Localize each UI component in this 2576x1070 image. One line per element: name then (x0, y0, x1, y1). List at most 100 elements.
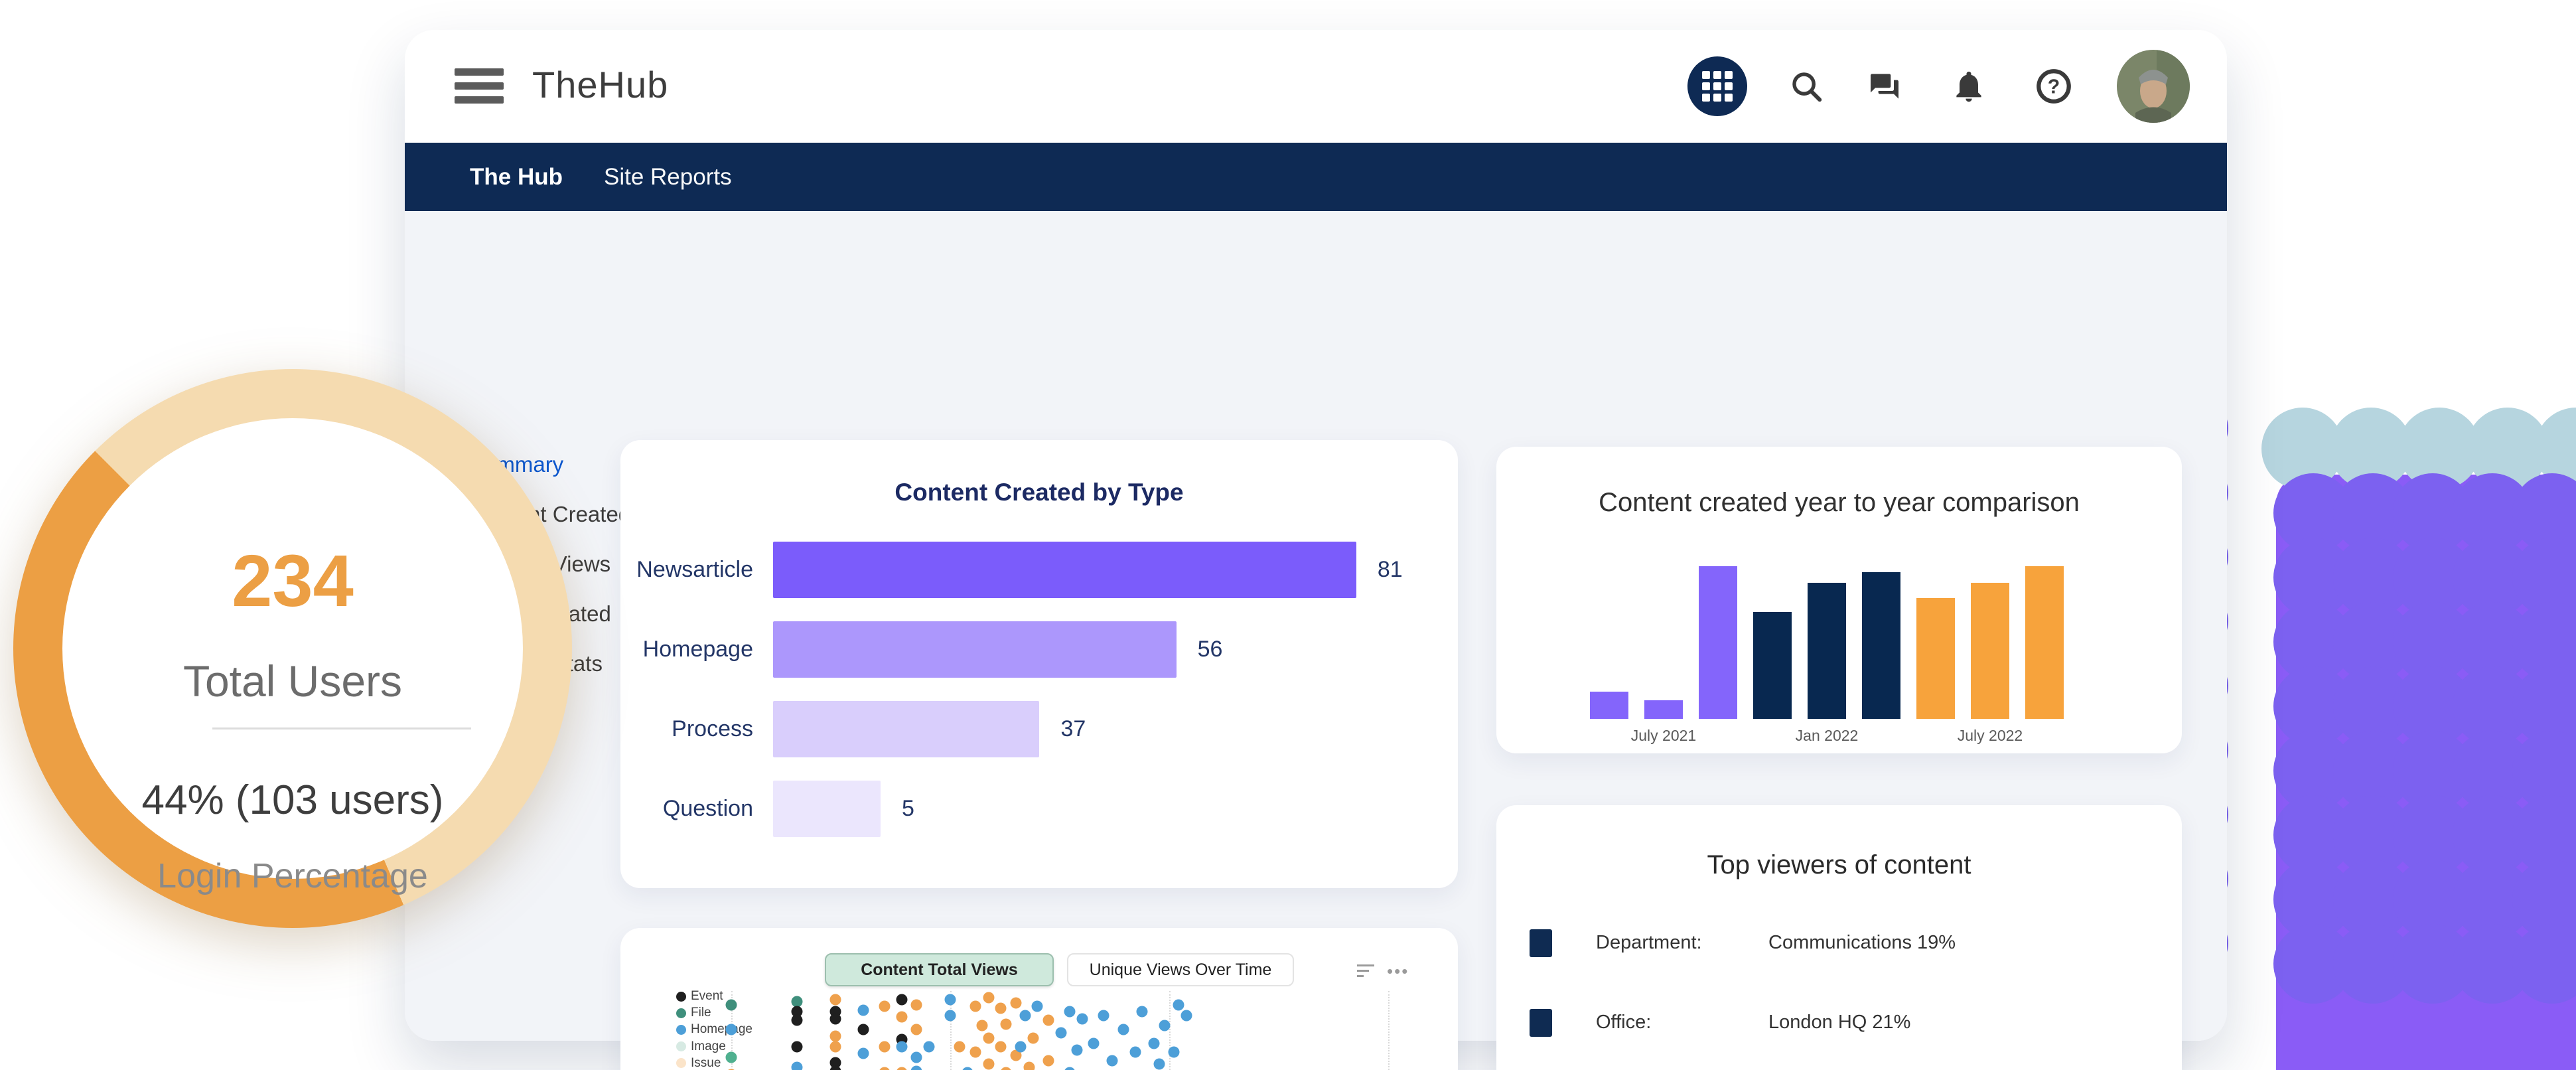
scatter-point (857, 1047, 869, 1059)
scatter-point (879, 1067, 891, 1070)
bar-value: 37 (1060, 716, 1086, 741)
bar-label: Process (672, 716, 753, 741)
scatter-point (896, 1041, 908, 1053)
scatter-point (829, 1065, 841, 1070)
scatter-point (1136, 1006, 1148, 1018)
x-tick-label: Jan 2022 (1795, 727, 1859, 744)
bar-value: 5 (902, 795, 914, 821)
legend-item-event: Event (676, 989, 723, 1004)
stat-value: Communications 19% (1768, 932, 1956, 953)
bar-value: 81 (1377, 556, 1403, 582)
scatter-point (1015, 1041, 1027, 1053)
scatter-point (896, 994, 908, 1006)
legend-label: Issue (691, 1055, 721, 1070)
bar (1862, 572, 1900, 719)
scatter-point (1148, 1037, 1160, 1049)
scatter-point (791, 996, 803, 1008)
more-options-icon[interactable]: ••• (1387, 961, 1409, 981)
decor-dot (2512, 924, 2576, 1004)
legend-dot (676, 1024, 686, 1035)
tab-content-total-views[interactable]: Content Total Views (825, 953, 1054, 986)
menu-icon[interactable] (455, 68, 504, 104)
legend-item-image: Image (676, 1039, 726, 1054)
bar (773, 780, 881, 837)
scatter-point (976, 1020, 988, 1032)
legend-item-homepage: Homepage (676, 1022, 752, 1037)
legend-dot (676, 1058, 686, 1069)
scatter-point (725, 1024, 737, 1035)
scatter-point (954, 1041, 966, 1053)
search-icon[interactable] (1788, 68, 1824, 104)
nav-tab-the-hub[interactable]: The Hub (470, 163, 563, 190)
card-content-created-by-type: Content Created by Type Newsarticle 81 Hom… (620, 440, 1458, 888)
x-tick-label: July 2021 (1630, 727, 1697, 744)
scatter-point (791, 1006, 803, 1018)
scatter-point (910, 1051, 922, 1063)
app-logo: TheHub (532, 64, 669, 106)
scatter-point (829, 1041, 841, 1053)
scatter-point (791, 1061, 803, 1070)
notifications-bell-icon[interactable] (1950, 68, 1987, 105)
scatter-point (791, 1041, 803, 1053)
login-percentage-label: Login Percentage (157, 857, 428, 895)
nav-tab-site-reports[interactable]: Site Reports (604, 163, 732, 190)
bar (1699, 566, 1737, 719)
app-window: TheHub ? (405, 30, 2227, 1070)
bar-row: Process 37 (620, 689, 1458, 769)
user-avatar[interactable] (2117, 50, 2190, 123)
scatter-point (1023, 1061, 1035, 1070)
scatter-point (1153, 1058, 1165, 1070)
bar (1971, 583, 2009, 719)
scatter-point (879, 1000, 891, 1012)
scatter-point (923, 1041, 935, 1053)
bar (2025, 566, 2064, 719)
scatter-point (896, 1011, 908, 1023)
bar-label: Newsarticle (636, 556, 753, 582)
legend-dot (676, 1008, 686, 1018)
legend-square (1530, 1009, 1552, 1037)
gridline (1169, 991, 1171, 1070)
report-navbar: The Hub Site Reports (405, 143, 2227, 211)
bar (773, 541, 1356, 598)
scatter-point (1098, 1010, 1109, 1022)
scatter-point (1000, 1018, 1012, 1030)
legend-item-file: File (676, 1006, 711, 1020)
scatter-point (791, 1014, 803, 1026)
bar (1753, 612, 1792, 719)
bar-row: Question 5 (620, 769, 1458, 848)
scatter-point (983, 1032, 995, 1044)
scatter-point (1159, 1020, 1171, 1032)
scatter-point (995, 1041, 1007, 1053)
bar-value: 56 (1197, 636, 1223, 662)
scatter-point (1064, 1067, 1076, 1070)
legend-dot (676, 1041, 686, 1052)
login-percentage-value: 44% (103 users) (141, 777, 444, 823)
gridline (950, 991, 952, 1070)
scatter-point (969, 1000, 981, 1012)
legend-dot (676, 991, 686, 1002)
scatter-point (879, 1041, 891, 1053)
scatter-point (896, 1067, 908, 1070)
tab-unique-views-over-time[interactable]: Unique Views Over Time (1067, 953, 1294, 986)
scatter-point (1027, 1032, 1039, 1044)
scatter-point (995, 1002, 1007, 1014)
card-title: Top viewers of content (1707, 850, 1971, 879)
card-content-views-scatter: Content Total Views Unique Views Over Ti… (620, 928, 1458, 1070)
scatter-point (1055, 1027, 1067, 1039)
scatter-point (1042, 1014, 1054, 1026)
chat-icon[interactable] (1866, 68, 1903, 105)
scatter-point (1076, 1013, 1088, 1025)
donut-center: 234 Total Users 44% (103 users) Login Pe… (62, 418, 523, 895)
filter-icon[interactable] (1357, 964, 1374, 980)
stat-label: Department: (1596, 932, 1702, 953)
card-title: Content Created by Type (894, 479, 1184, 506)
apps-grid-icon[interactable] (1687, 56, 1747, 116)
total-users-label: Total Users (182, 656, 403, 706)
bar-row: Homepage 56 (620, 609, 1458, 689)
gridline (1388, 991, 1390, 1070)
scatter-point (725, 999, 737, 1011)
scatter-point (983, 1058, 995, 1070)
help-icon[interactable]: ? (2035, 67, 2073, 106)
